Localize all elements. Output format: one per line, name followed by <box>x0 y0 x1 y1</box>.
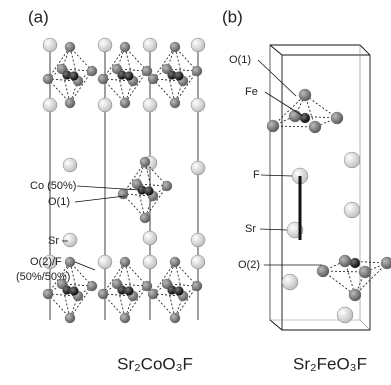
bond <box>265 92 303 116</box>
atom <box>309 121 321 133</box>
atom <box>120 313 130 323</box>
atom <box>192 66 202 76</box>
atom <box>267 120 279 132</box>
annotation: Co (50%) <box>30 180 76 192</box>
atom <box>125 72 134 81</box>
annotation: Sr <box>48 235 59 247</box>
atom <box>289 110 301 122</box>
atom <box>331 112 343 124</box>
atom <box>148 289 158 299</box>
bond <box>75 196 125 202</box>
bond <box>260 229 287 230</box>
atom <box>43 38 57 52</box>
atom <box>43 74 53 84</box>
atom <box>63 158 77 172</box>
atom <box>191 161 205 175</box>
atom <box>282 274 298 290</box>
atom <box>170 42 180 52</box>
bond <box>273 126 315 127</box>
atom <box>192 281 202 291</box>
atom <box>143 98 157 112</box>
atom <box>191 38 205 52</box>
panel-label: (b) <box>222 7 243 26</box>
bond <box>75 262 95 270</box>
atom <box>65 42 75 52</box>
atom <box>98 289 108 299</box>
atom <box>175 72 184 81</box>
atom <box>65 98 75 108</box>
atom <box>359 266 371 278</box>
atom <box>140 157 150 167</box>
atom <box>145 187 154 196</box>
atom <box>140 213 150 223</box>
atom <box>170 98 180 108</box>
atom <box>170 257 180 267</box>
atom <box>148 74 158 84</box>
atom <box>87 66 97 76</box>
annotation: O(1) <box>229 54 251 66</box>
atom <box>339 255 351 267</box>
atom <box>43 98 57 112</box>
atom <box>70 72 79 81</box>
atom <box>143 231 157 245</box>
atom <box>337 307 353 323</box>
atom <box>43 289 53 299</box>
annotation: F <box>253 169 260 181</box>
atom <box>191 255 205 269</box>
annotation: O(2) <box>238 259 260 271</box>
annotation: O(2)/F <box>30 256 62 268</box>
atom <box>65 257 75 267</box>
atom <box>98 38 112 52</box>
atom <box>98 255 112 269</box>
atom <box>120 42 130 52</box>
structure <box>43 38 391 330</box>
annotation: O(1) <box>48 196 70 208</box>
bond <box>323 271 365 272</box>
atom <box>381 257 391 269</box>
atom <box>63 233 77 247</box>
formula: Sr₂CoO₃F <box>117 354 193 373</box>
atom <box>170 313 180 323</box>
atom <box>98 98 112 112</box>
atom <box>65 313 75 323</box>
bond <box>261 175 292 176</box>
atom <box>344 202 360 218</box>
atom <box>162 181 172 191</box>
atom <box>317 265 329 277</box>
atom <box>344 152 360 168</box>
atom <box>143 255 157 269</box>
atom <box>87 281 97 291</box>
atom <box>299 89 311 101</box>
atom <box>120 257 130 267</box>
atom <box>143 38 157 52</box>
atom <box>175 287 184 296</box>
atom <box>70 287 79 296</box>
atom <box>120 98 130 108</box>
bond <box>258 60 296 96</box>
bond <box>77 186 140 190</box>
figure: (a) (b) Co (50%) O(1) Sr O(2)/F (50%/50%… <box>0 0 391 385</box>
atom <box>191 98 205 112</box>
atom <box>349 289 361 301</box>
annotation: Fe <box>245 86 258 98</box>
atom <box>300 113 310 123</box>
atom <box>98 74 108 84</box>
formula: Sr₂FeO₃F <box>293 354 367 373</box>
annotation: Sr <box>245 223 256 235</box>
atom <box>118 189 128 199</box>
annotation: (50%/50%) <box>16 271 70 283</box>
panel-label: (a) <box>28 7 49 26</box>
atom <box>191 233 205 247</box>
atom <box>350 258 360 268</box>
atom <box>125 287 134 296</box>
